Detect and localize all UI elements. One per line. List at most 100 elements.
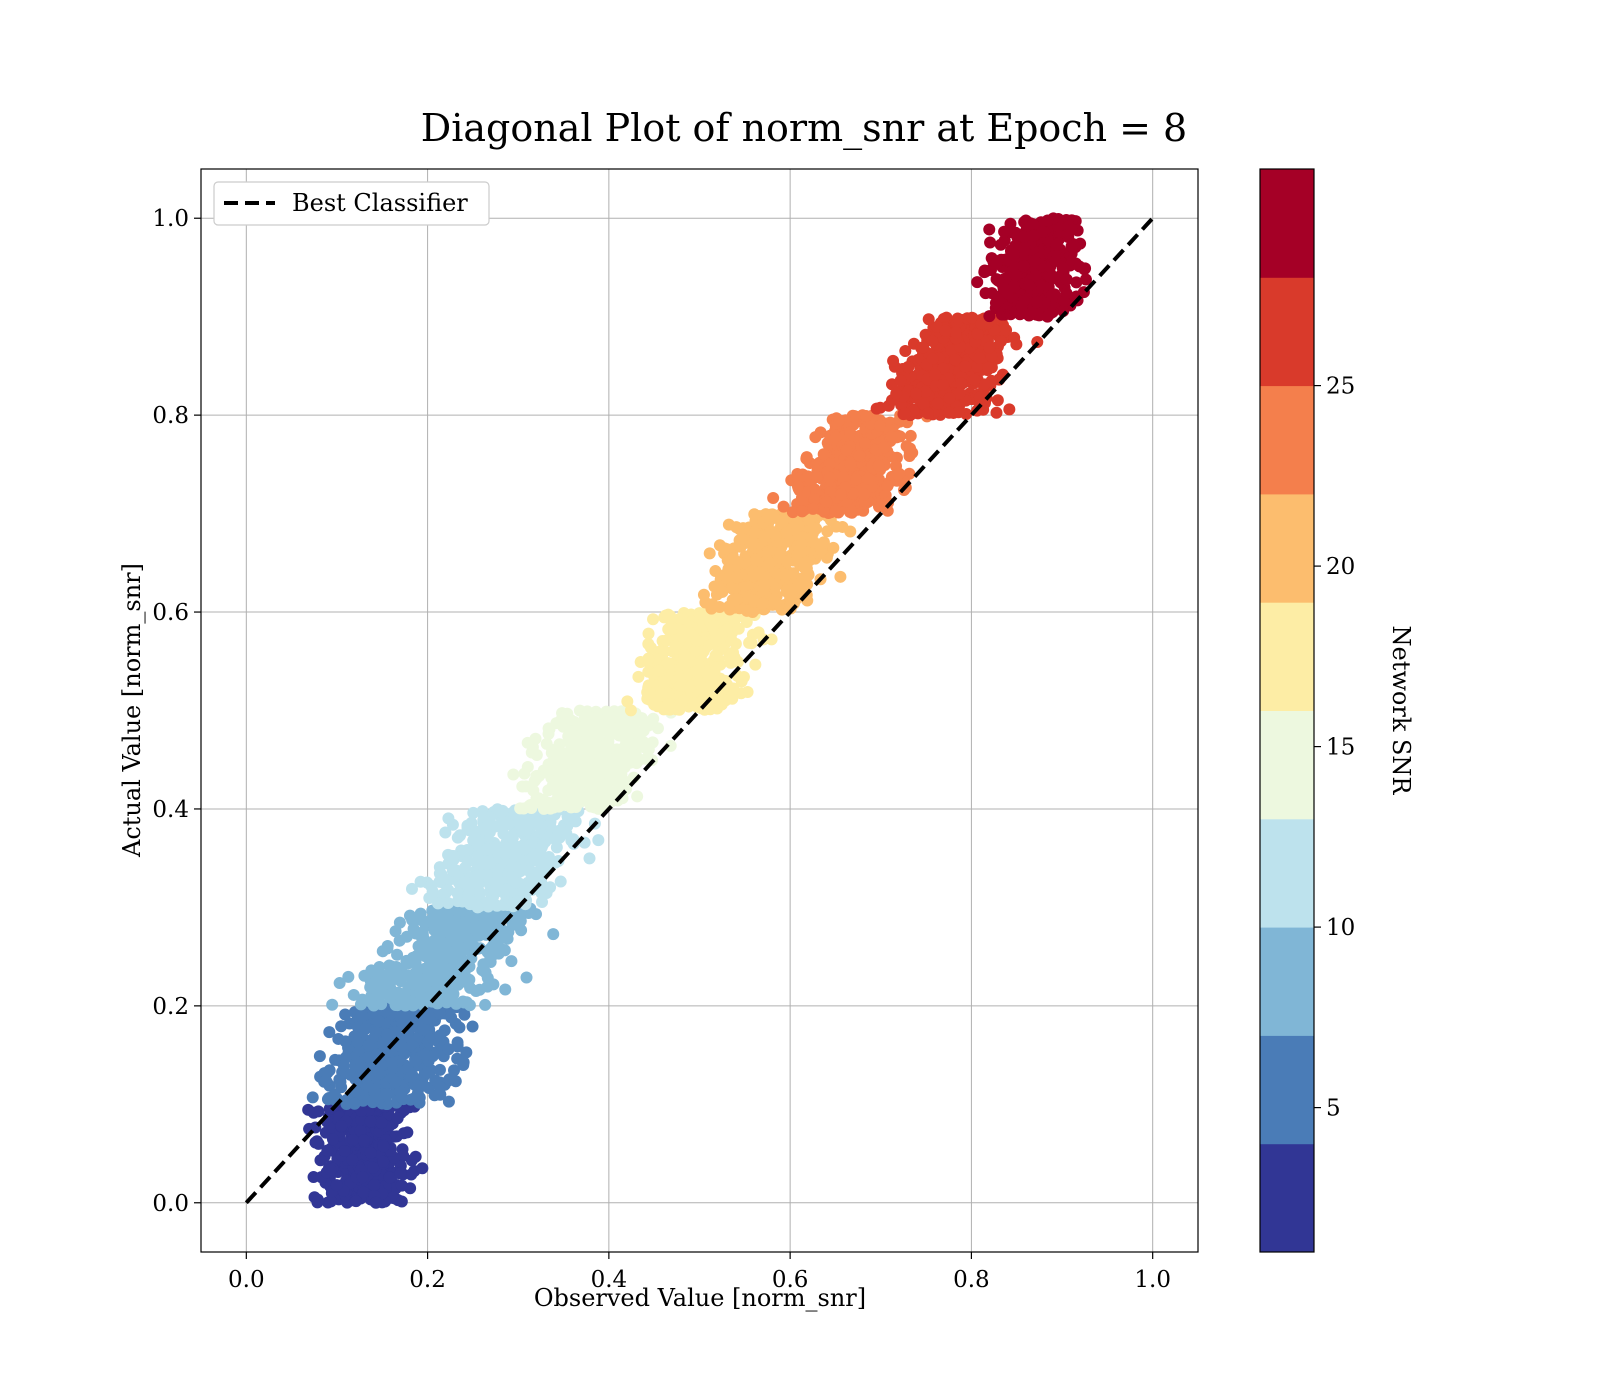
scatter-point: [314, 1154, 327, 1167]
scatter-point: [601, 795, 614, 808]
scatter-point: [518, 853, 531, 866]
scatter-point: [502, 818, 515, 831]
colorbar: [1260, 169, 1314, 1253]
scatter-point: [951, 312, 964, 325]
scatter-point: [459, 861, 472, 874]
scatter-point: [721, 572, 734, 585]
scatter-point: [466, 1020, 479, 1033]
scatter-point: [389, 1026, 402, 1039]
scatter-point: [547, 928, 560, 941]
scatter-point: [506, 832, 519, 845]
y-tick-label: 0.8: [152, 403, 189, 429]
scatter-point: [496, 804, 509, 817]
scatter-point: [550, 717, 563, 730]
scatter-point: [335, 1120, 348, 1133]
y-tick-label: 0.0: [152, 1191, 189, 1217]
scatter-point: [326, 998, 339, 1011]
legend-box: [213, 181, 490, 226]
colorbar-tick-label: 10: [1326, 915, 1355, 941]
scatter-point: [669, 640, 682, 653]
scatter-point: [1030, 296, 1043, 309]
scatter-point: [749, 658, 762, 671]
scatter-point: [752, 626, 765, 639]
colorbar-segment: [1260, 927, 1314, 1036]
scatter-point: [386, 1056, 399, 1069]
scatter-point: [535, 841, 548, 854]
colorbar-tick-label: 25: [1326, 374, 1355, 400]
scatter-point: [768, 596, 781, 609]
scatter-point: [442, 812, 455, 825]
scatter-point: [447, 1064, 460, 1077]
scatter-point: [984, 236, 997, 249]
scatter-point: [492, 875, 505, 888]
scatter-point: [348, 1097, 361, 1110]
y-axis-label: Actual Value [norm_snr]: [118, 563, 146, 858]
scatter-point: [662, 698, 675, 711]
scatter-point: [808, 493, 821, 506]
scatter-point: [801, 470, 814, 483]
scatter-point: [536, 896, 549, 909]
scatter-point: [527, 784, 540, 797]
scatter-point: [1027, 218, 1040, 231]
scatter-point: [401, 1126, 414, 1139]
scatter-point: [313, 1050, 326, 1063]
scatter-point: [583, 712, 596, 725]
scatter-point: [409, 1150, 422, 1163]
scatter-point: [971, 276, 984, 289]
legend-label-best-classifier: Best Classifier: [292, 189, 468, 217]
scatter-point: [1028, 254, 1041, 267]
scatter-point: [460, 1046, 473, 1059]
scatter-point: [356, 1171, 369, 1184]
scatter-point: [761, 511, 774, 524]
scatter-point: [727, 682, 740, 695]
scatter-point: [709, 565, 722, 578]
scatter-point: [347, 988, 360, 1001]
scatter-point: [416, 936, 429, 949]
scatter-point: [732, 622, 745, 635]
scatter-point: [601, 779, 614, 792]
scatter-point: [395, 1195, 408, 1208]
x-tick-label: 0.8: [953, 1267, 990, 1293]
scatter-point: [983, 223, 996, 236]
scatter-point: [443, 918, 456, 931]
scatter-point: [821, 525, 834, 538]
scatter-point: [687, 697, 700, 710]
scatter-point: [817, 448, 830, 461]
scatter-point: [462, 893, 475, 906]
scatter-point: [982, 361, 995, 374]
scatter-point: [829, 431, 842, 444]
scatter-point: [447, 929, 460, 942]
scatter-point: [1027, 229, 1040, 242]
scatter-point: [411, 926, 424, 939]
scatter-point: [1008, 331, 1021, 344]
scatter-point: [1023, 279, 1036, 292]
scatter-point: [554, 875, 567, 888]
scatter-point: [483, 856, 496, 869]
scatter-point: [727, 552, 740, 565]
scatter-point: [994, 238, 1007, 251]
scatter-point: [887, 354, 900, 367]
scatter-point: [829, 504, 842, 517]
scatter-point: [433, 861, 446, 874]
scatter-point: [522, 818, 535, 831]
scatter-point: [978, 378, 991, 391]
scatter-point: [936, 378, 949, 391]
scatter-point: [561, 707, 574, 720]
scatter-point: [632, 670, 645, 683]
scatter-point: [469, 825, 482, 838]
scatter-point: [395, 1179, 408, 1192]
scatter-point: [354, 1062, 367, 1075]
scatter-point: [544, 881, 557, 894]
scatter-point: [736, 532, 749, 545]
scatter-point: [398, 1104, 411, 1117]
scatter-point: [357, 1186, 370, 1199]
scatter-point: [739, 581, 752, 594]
scatter-point: [601, 737, 614, 750]
colorbar-segment: [1260, 710, 1314, 820]
scatter-point: [1049, 255, 1062, 268]
scatter-point: [730, 571, 743, 584]
scatter-point: [333, 977, 346, 990]
scatter-point: [406, 914, 419, 927]
scatter-point: [926, 352, 939, 365]
